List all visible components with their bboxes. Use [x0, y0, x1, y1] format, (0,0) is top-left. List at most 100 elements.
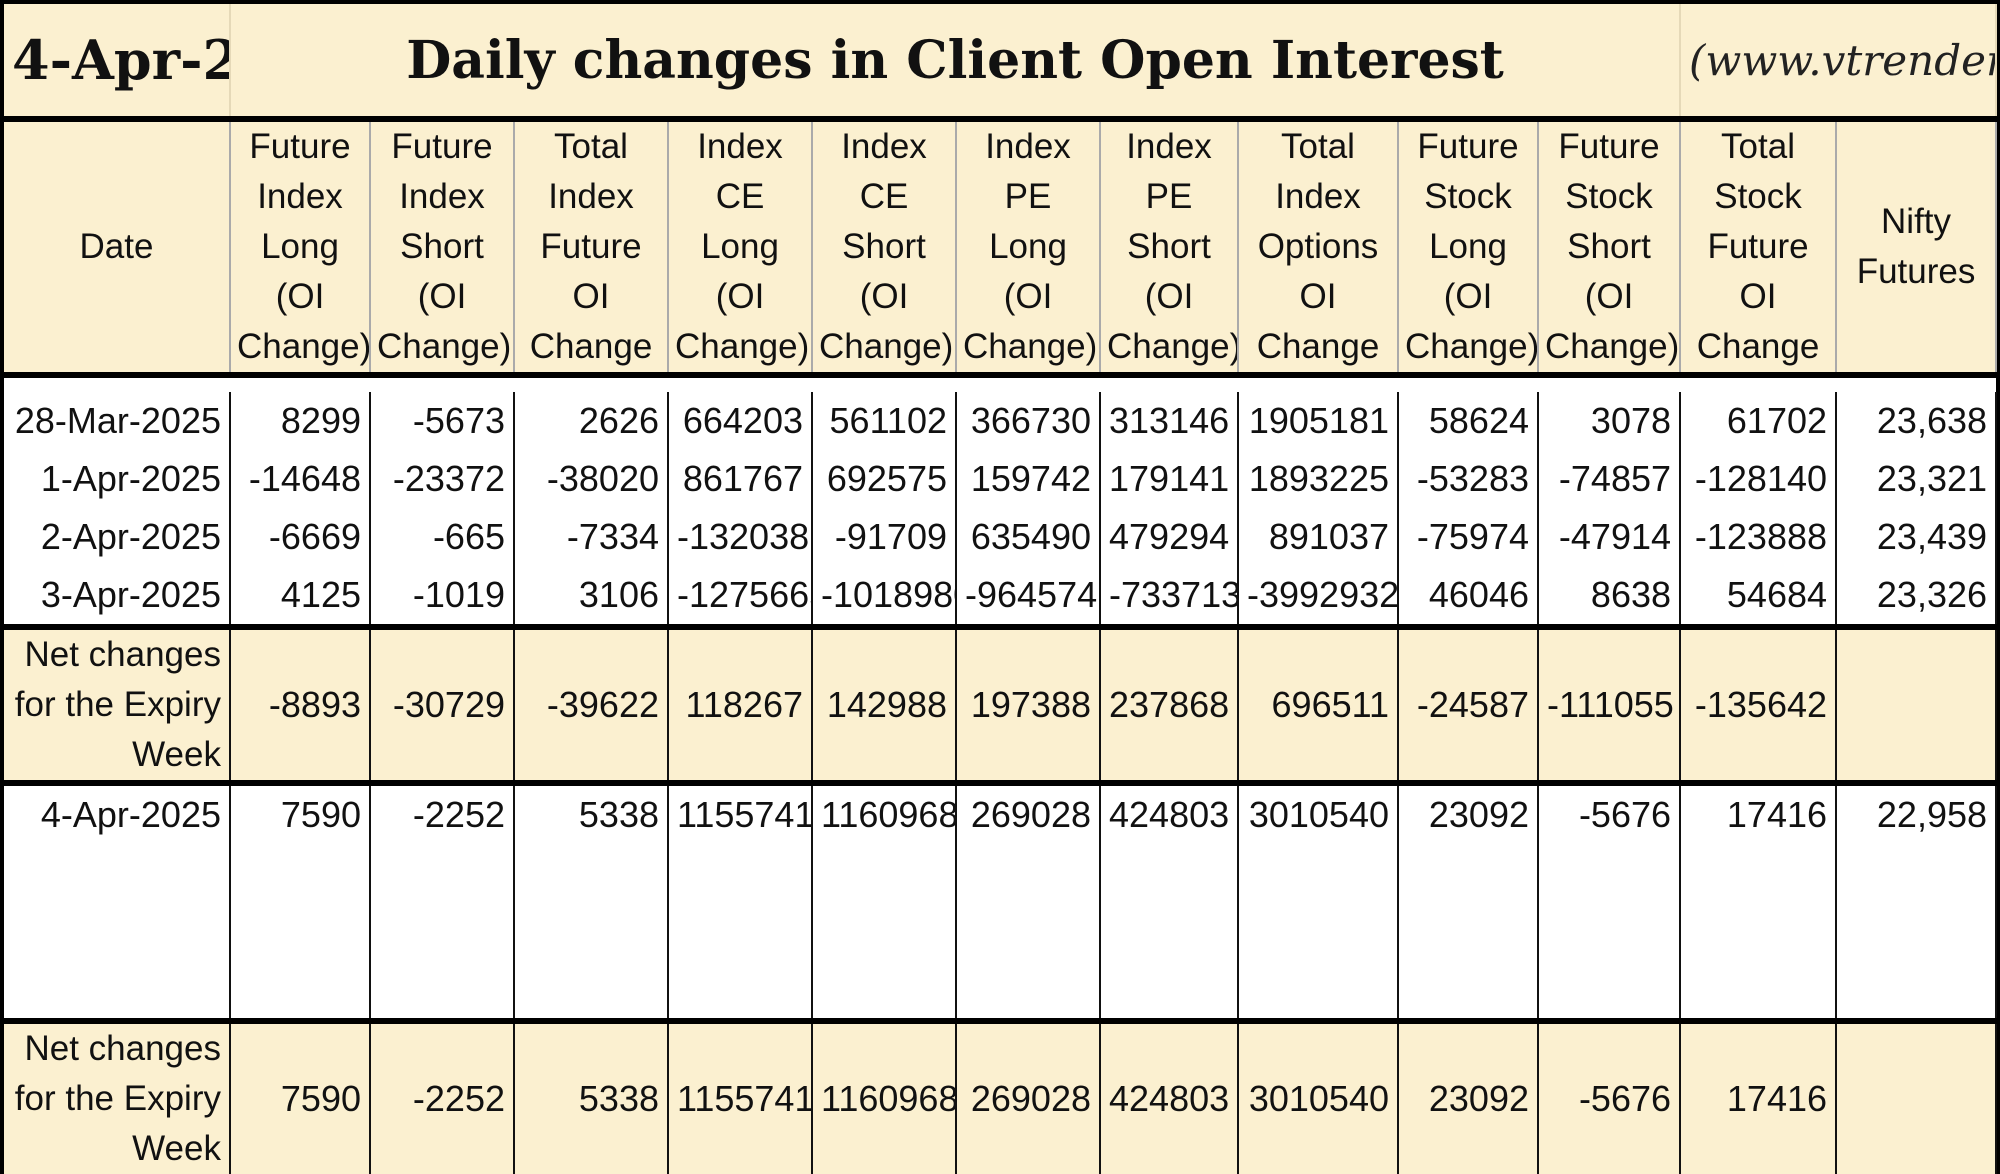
table-cell: -2252 — [370, 786, 515, 844]
table-cell: -123888 — [1680, 508, 1838, 566]
table-cell: 3010540 — [1238, 1024, 1399, 1174]
column-header: Future Stock Long (OI Change) — [1398, 122, 1539, 372]
net-change-row: Net changes for the Expiry Week 7590 -2252… — [4, 1024, 1998, 1174]
row-label: Net changes for the Expiry Week — [4, 1024, 231, 1174]
table-cell: -132038 — [668, 508, 813, 566]
table-cell: 424803 — [1100, 786, 1239, 844]
row-label: 1-Apr-2025 — [4, 450, 231, 508]
column-header: Future Index Long (OI Change) — [230, 122, 371, 372]
table-cell: -38020 — [514, 450, 669, 508]
column-header-row: Date Future Index Long (OI Change) Future … — [4, 122, 1998, 372]
column-header: Index CE Short (OI Change) — [812, 122, 957, 372]
table-cell: -30729 — [370, 630, 515, 780]
table-cell: 4125 — [230, 566, 371, 624]
table-cell: 1155741 — [668, 786, 813, 844]
table-cell: -23372 — [370, 450, 515, 508]
title-row: 4-Apr-2025 Daily changes in Client Open … — [4, 4, 1998, 116]
column-header: Nifty Futures — [1836, 122, 1998, 372]
table-row: 4-Apr-2025 7590 -2252 5338 1155741 1160968 269… — [4, 786, 1998, 844]
table-cell: 118267 — [668, 630, 813, 780]
column-header: Index CE Long (OI Change) — [668, 122, 813, 372]
column-header: Future Index Short (OI Change) — [370, 122, 515, 372]
table-cell: 23,326 — [1836, 566, 1998, 624]
table-cell: 696511 — [1238, 630, 1399, 780]
table-cell: 23092 — [1398, 786, 1539, 844]
table-row: 1-Apr-2025 -14648 -23372 -38020 861767 692575… — [4, 450, 1998, 508]
table-row: 2-Apr-2025 -6669 -665 -7334 -132038 -91709 635… — [4, 508, 1998, 566]
table-cell: 159742 — [956, 450, 1101, 508]
table-cell: 269028 — [956, 1024, 1101, 1174]
table-cell: 197388 — [956, 630, 1101, 780]
client-oi-table: 4-Apr-2025 Daily changes in Client Open … — [4, 4, 1998, 1174]
row-label: 2-Apr-2025 — [4, 508, 231, 566]
table-cell: 1893225 — [1238, 450, 1399, 508]
table-cell: 8299 — [230, 392, 371, 450]
table-cell: -53283 — [1398, 450, 1539, 508]
table-cell: -7334 — [514, 508, 669, 566]
table-cell: -1019 — [370, 566, 515, 624]
table-cell: 861767 — [668, 450, 813, 508]
table-cell: 3106 — [514, 566, 669, 624]
table-cell: -91709 — [812, 508, 957, 566]
row-label: 3-Apr-2025 — [4, 566, 231, 624]
table-cell: 366730 — [956, 392, 1101, 450]
table-cell: -6669 — [230, 508, 371, 566]
report-date: 4-Apr-2025 — [4, 4, 231, 116]
report-title: Daily changes in Client Open Interest — [230, 4, 1682, 116]
table-cell: 2626 — [514, 392, 669, 450]
column-header: Index PE Long (OI Change) — [956, 122, 1101, 372]
table-cell: 22,958 — [1836, 786, 1998, 844]
table-cell: 1160968 — [812, 1024, 957, 1174]
row-label: 4-Apr-2025 — [4, 786, 231, 844]
column-header: Total Index Future OI Change — [514, 122, 669, 372]
net-change-row: Net changes for the Expiry Week -8893 -307… — [4, 630, 1998, 780]
table-cell: 46046 — [1398, 566, 1539, 624]
table-row: 28-Mar-2025 8299 -5673 2626 664203 561102 3667… — [4, 392, 1998, 450]
table-cell: 561102 — [812, 392, 957, 450]
table-cell: -75974 — [1398, 508, 1539, 566]
table-cell: -74857 — [1538, 450, 1682, 508]
table-row: 3-Apr-20254125-10193106-1275665-1018980-… — [4, 566, 1998, 624]
table-cell — [1836, 1024, 1998, 1174]
table-cell: 1155741 — [668, 1024, 813, 1174]
table-cell: -5676 — [1538, 1024, 1682, 1174]
table-cell: 17416 — [1680, 786, 1838, 844]
table-cell: -47914 — [1538, 508, 1682, 566]
table-cell: -964574 — [956, 566, 1101, 624]
column-header: Index PE Short (OI Change) — [1100, 122, 1239, 372]
table-cell: 3078 — [1538, 392, 1682, 450]
table-cell: 8638 — [1538, 566, 1682, 624]
empty-row — [4, 960, 1998, 1018]
table-cell: -3992932 — [1238, 566, 1399, 624]
table-cell: -1275665 — [668, 566, 813, 624]
table-cell: 3010540 — [1238, 786, 1399, 844]
table-cell: -8893 — [230, 630, 371, 780]
table-cell: 23,439 — [1836, 508, 1998, 566]
table-cell: 54684 — [1680, 566, 1838, 624]
column-header: Total Stock Future OI Change — [1680, 122, 1838, 372]
column-header: Future Stock Short (OI Change) — [1538, 122, 1682, 372]
table-cell: -733713 — [1100, 566, 1239, 624]
table-cell: -128140 — [1680, 450, 1838, 508]
table-cell: -1018980 — [812, 566, 957, 624]
table-cell: -111055 — [1538, 630, 1682, 780]
table-cell: -24587 — [1398, 630, 1539, 780]
table-cell: 635490 — [956, 508, 1101, 566]
oi-table-frame: 4-Apr-2025 Daily changes in Client Open … — [4, 4, 1998, 1174]
empty-row — [4, 902, 1998, 960]
table-cell: -2252 — [370, 1024, 515, 1174]
table-cell: 142988 — [812, 630, 957, 780]
table-cell: 23,321 — [1836, 450, 1998, 508]
table-cell: 17416 — [1680, 1024, 1838, 1174]
table-cell: 179141 — [1100, 450, 1239, 508]
table-cell: 237868 — [1100, 630, 1239, 780]
table-cell: -665 — [370, 508, 515, 566]
table-cell: 424803 — [1100, 1024, 1239, 1174]
table-cell: 7590 — [230, 786, 371, 844]
table-cell: 23,638 — [1836, 392, 1998, 450]
table-cell: -14648 — [230, 450, 371, 508]
column-header: Total Index Options OI Change — [1238, 122, 1399, 372]
table-cell: 692575 — [812, 450, 957, 508]
table-cell: -39622 — [514, 630, 669, 780]
table-cell: 7590 — [230, 1024, 371, 1174]
